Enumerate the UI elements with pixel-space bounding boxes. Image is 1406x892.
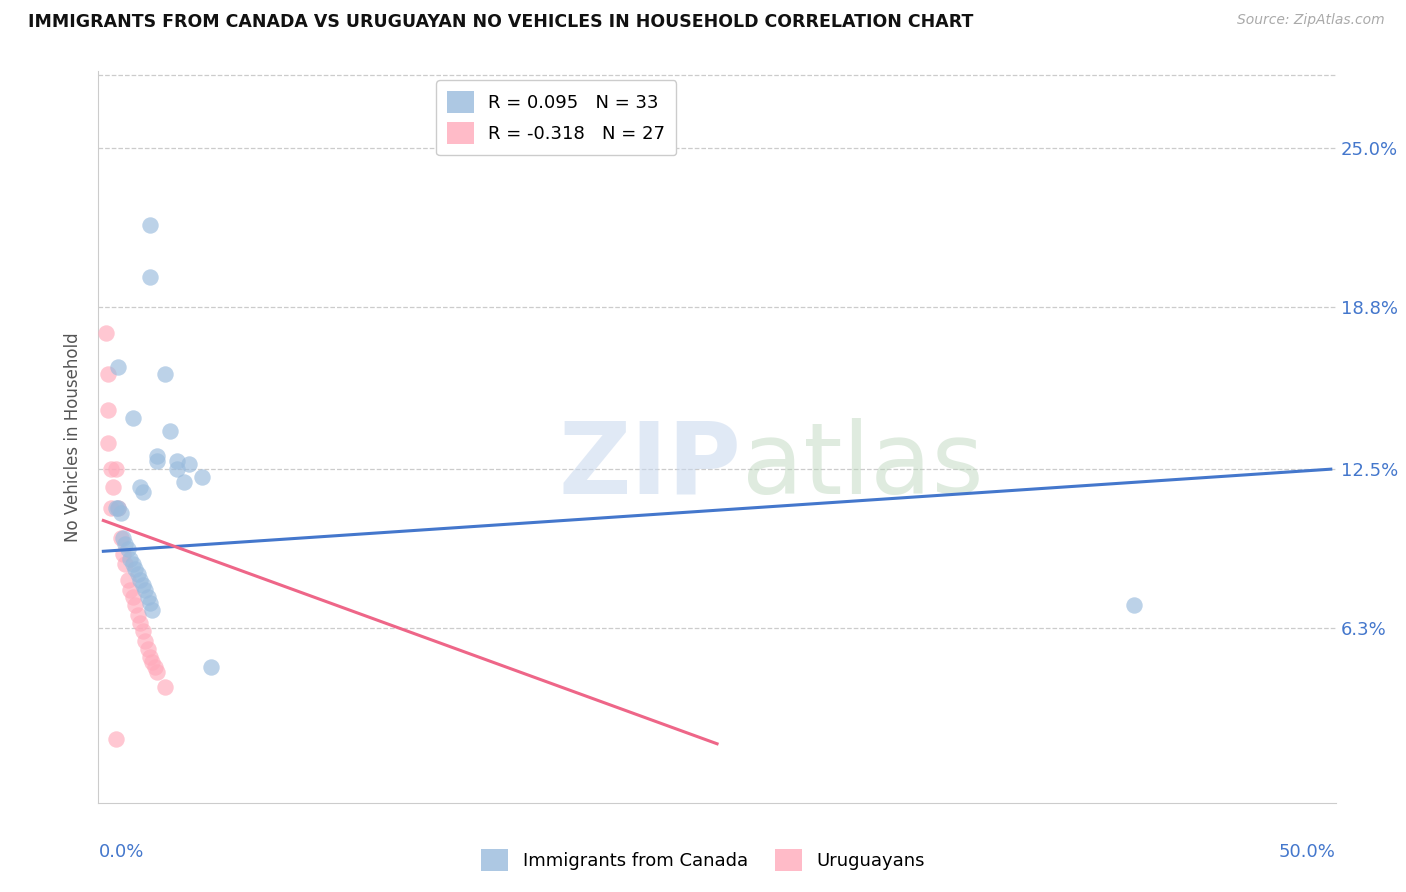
Point (143, 660, 166, 674)
Point (141, 603, 163, 617)
Point (166, 462, 188, 476)
Point (139, 219, 162, 233)
Point (166, 454, 188, 468)
Point (129, 480, 152, 494)
Point (101, 480, 124, 494)
Point (121, 557, 143, 571)
Point (153, 681, 176, 695)
Point (200, 660, 222, 674)
Text: Source: ZipAtlas.com: Source: ZipAtlas.com (1237, 13, 1385, 28)
Point (139, 596, 162, 610)
Point (127, 567, 149, 582)
Point (124, 562, 146, 576)
Text: 0.0%: 0.0% (98, 843, 143, 861)
Point (134, 634, 156, 648)
Point (139, 269, 162, 284)
Point (107, 500, 129, 515)
Point (173, 475, 195, 489)
Point (107, 500, 129, 515)
Point (136, 641, 159, 656)
Point (153, 368, 176, 382)
Point (100, 462, 122, 476)
Point (114, 536, 136, 550)
Point (190, 470, 212, 484)
Point (97, 436, 120, 450)
Y-axis label: No Vehicles in Household: No Vehicles in Household (65, 332, 83, 542)
Point (121, 591, 143, 605)
Point (97, 368, 120, 382)
Point (110, 532, 132, 546)
Point (121, 410, 143, 425)
Point (141, 655, 163, 669)
Legend: R = 0.095   N = 33, R = -0.318   N = 27: R = 0.095 N = 33, R = -0.318 N = 27 (436, 80, 676, 155)
Point (179, 457, 201, 471)
Point (124, 598, 146, 612)
Point (104, 500, 127, 515)
Point (127, 608, 149, 623)
Point (97, 403, 120, 417)
Point (131, 624, 153, 638)
Point (111, 532, 134, 546)
Point (131, 577, 153, 591)
Point (129, 616, 152, 631)
Point (104, 462, 127, 476)
Point (146, 450, 169, 464)
Point (94, 326, 117, 340)
Text: atlas: atlas (742, 417, 983, 515)
Point (104, 731, 127, 746)
Point (129, 573, 152, 587)
Text: IMMIGRANTS FROM CANADA VS URUGUAYAN NO VEHICLES IN HOUSEHOLD CORRELATION CHART: IMMIGRANTS FROM CANADA VS URUGUAYAN NO V… (28, 13, 973, 31)
Point (136, 591, 159, 605)
Point (139, 649, 162, 664)
Point (107, 359, 129, 374)
Point (117, 573, 139, 587)
Legend: Immigrants from Canada, Uruguayans: Immigrants from Canada, Uruguayans (474, 842, 932, 879)
Point (117, 541, 139, 556)
Point (111, 547, 134, 561)
Point (120, 552, 142, 566)
Point (100, 500, 122, 515)
Point (1123, 598, 1146, 612)
Point (134, 582, 156, 597)
Text: 50.0%: 50.0% (1279, 843, 1336, 861)
Point (146, 665, 169, 679)
Text: ZIP: ZIP (560, 417, 742, 515)
Point (131, 485, 153, 500)
Point (159, 424, 181, 438)
Point (120, 582, 142, 597)
Point (146, 454, 169, 468)
Point (110, 506, 132, 520)
Point (114, 557, 136, 571)
